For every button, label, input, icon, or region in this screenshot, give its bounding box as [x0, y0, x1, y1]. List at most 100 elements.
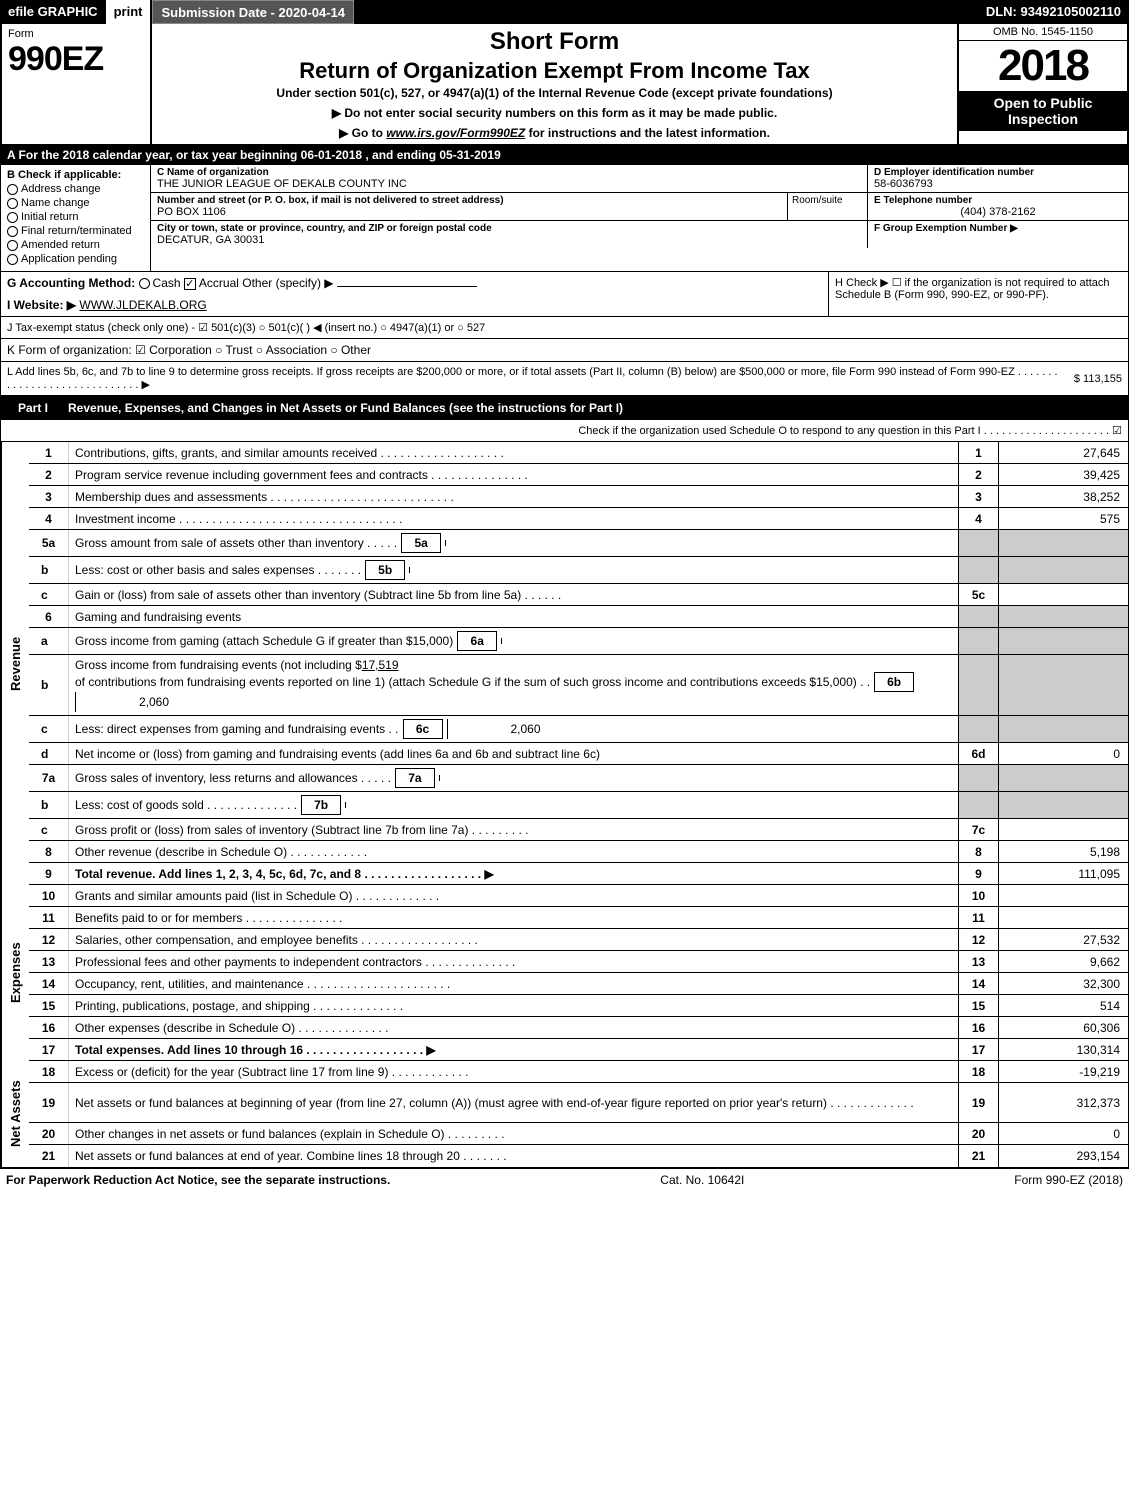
box-c-city: City or town, state or province, country…	[151, 221, 868, 248]
row-j: J Tax-exempt status (check only one) - ☑…	[0, 317, 1129, 339]
box-b-title: B Check if applicable:	[7, 169, 144, 181]
header-center: Short Form Return of Organization Exempt…	[152, 24, 957, 144]
line-5c-val	[998, 584, 1128, 605]
line-4-val: 575	[998, 508, 1128, 529]
line-7b-desc: Less: cost of goods sold . . . . . . . .…	[69, 792, 958, 818]
box-d-ein: D Employer identification number 58-6036…	[868, 165, 1128, 192]
chk-accrual[interactable]	[184, 278, 196, 290]
line-7c-desc: Gross profit or (loss) from sales of inv…	[69, 819, 958, 840]
line-7c-val	[998, 819, 1128, 840]
dln-label: DLN: 93492105002110	[978, 0, 1129, 24]
open-public-badge: Open to Public Inspection	[959, 91, 1127, 131]
notice-1: ▶ Do not enter social security numbers o…	[160, 106, 949, 120]
chk-application-pending[interactable]: Application pending	[7, 253, 144, 265]
box-e-tel: E Telephone number (404) 378-2162	[868, 193, 1128, 220]
form-label: Form	[8, 28, 144, 40]
chk-initial-return[interactable]: Initial return	[7, 211, 144, 223]
line-3-desc: Membership dues and assessments . . . . …	[69, 486, 958, 507]
city-value: DECATUR, GA 30031	[157, 234, 861, 246]
part-1-header: Part I Revenue, Expenses, and Changes in…	[0, 396, 1129, 420]
line-19-desc: Net assets or fund balances at beginning…	[69, 1083, 958, 1122]
line-16-val: 60,306	[998, 1017, 1128, 1038]
chk-name-change[interactable]: Name change	[7, 197, 144, 209]
notice-2: ▶ Go to www.irs.gov/Form990EZ for instru…	[160, 126, 949, 140]
line-15-val: 514	[998, 995, 1128, 1016]
topbar-spacer	[354, 0, 978, 24]
part-1-check: Check if the organization used Schedule …	[0, 420, 1129, 442]
page-footer: For Paperwork Reduction Act Notice, see …	[0, 1168, 1129, 1191]
line-17-val: 130,314	[998, 1039, 1128, 1060]
website-link[interactable]: WWW.JLDEKALB.ORG	[79, 298, 206, 312]
top-bar: efile GRAPHIC print Submission Date - 20…	[0, 0, 1129, 24]
org-name: THE JUNIOR LEAGUE OF DEKALB COUNTY INC	[157, 178, 861, 190]
chk-final-return[interactable]: Final return/terminated	[7, 225, 144, 237]
ein-value: 58-6036793	[874, 178, 1122, 190]
line-6-desc: Gaming and fundraising events	[69, 606, 958, 627]
line-5b-desc: Less: cost or other basis and sales expe…	[69, 557, 958, 583]
section-a-tax-year: A For the 2018 calendar year, or tax yea…	[0, 146, 1129, 165]
line-8-val: 5,198	[998, 841, 1128, 862]
line-14-val: 32,300	[998, 973, 1128, 994]
part-1-label: Part I	[8, 399, 58, 417]
line-15-desc: Printing, publications, postage, and shi…	[69, 995, 958, 1016]
line-13-val: 9,662	[998, 951, 1128, 972]
submission-date: Submission Date - 2020-04-14	[152, 0, 354, 24]
box-c-street: Number and street (or P. O. box, if mail…	[151, 193, 788, 220]
c-name-label: C Name of organization	[157, 167, 861, 178]
c-city-label: City or town, state or province, country…	[157, 223, 861, 234]
line-6c-desc: Less: direct expenses from gaming and fu…	[69, 716, 958, 742]
line-2-val: 39,425	[998, 464, 1128, 485]
row-h: H Check ▶ ☐ if the organization is not r…	[828, 272, 1128, 316]
line-18-desc: Excess or (deficit) for the year (Subtra…	[69, 1061, 958, 1082]
f-group-label: F Group Exemption Number ▶	[874, 223, 1122, 234]
line-20-desc: Other changes in net assets or fund bala…	[69, 1123, 958, 1144]
line-10-desc: Grants and similar amounts paid (list in…	[69, 885, 958, 906]
line-9-val: 111,095	[998, 863, 1128, 884]
side-net-assets: Net Assets	[1, 1061, 29, 1167]
room-suite: Room/suite	[788, 193, 868, 220]
line-2-desc: Program service revenue including govern…	[69, 464, 958, 485]
revenue-group: Revenue 1Contributions, gifts, grants, a…	[1, 442, 1128, 885]
line-10-val	[998, 885, 1128, 906]
row-g-h: G Accounting Method: Cash Accrual Other …	[0, 272, 1129, 317]
footer-right: Form 990-EZ (2018)	[1014, 1173, 1123, 1187]
line-6a-desc: Gross income from gaming (attach Schedul…	[69, 628, 958, 654]
d-ein-label: D Employer identification number	[874, 167, 1122, 178]
col-g-i: G Accounting Method: Cash Accrual Other …	[1, 272, 828, 316]
box-f-group: F Group Exemption Number ▶	[868, 221, 1128, 248]
e-tel-label: E Telephone number	[874, 195, 1122, 206]
line-21-val: 293,154	[998, 1145, 1128, 1167]
return-title: Return of Organization Exempt From Incom…	[160, 58, 949, 84]
expenses-group: Expenses 10Grants and similar amounts pa…	[1, 885, 1128, 1061]
footer-center: Cat. No. 10642I	[660, 1173, 744, 1187]
side-revenue: Revenue	[1, 442, 29, 885]
line-13-desc: Professional fees and other payments to …	[69, 951, 958, 972]
efile-label: efile GRAPHIC	[0, 0, 106, 24]
line-21-desc: Net assets or fund balances at end of ye…	[69, 1145, 958, 1167]
tax-year: 2018	[959, 41, 1127, 91]
print-button[interactable]: print	[106, 0, 153, 24]
radio-cash[interactable]	[139, 278, 150, 289]
irs-link[interactable]: www.irs.gov/Form990EZ	[386, 126, 525, 140]
line-9-desc: Total revenue. Add lines 1, 2, 3, 4, 5c,…	[69, 863, 958, 884]
line-5a-desc: Gross amount from sale of assets other t…	[69, 530, 958, 556]
row-i: I Website: ▶ WWW.JLDEKALB.ORG	[7, 298, 822, 312]
line-17-desc: Total expenses. Add lines 10 through 16 …	[69, 1039, 958, 1060]
row-g: G Accounting Method: Cash Accrual Other …	[7, 276, 822, 290]
footer-left: For Paperwork Reduction Act Notice, see …	[6, 1173, 390, 1187]
form-header: Form 990EZ Short Form Return of Organiza…	[0, 24, 1129, 146]
box-b: B Check if applicable: Address change Na…	[1, 165, 151, 271]
part-1-heading: Revenue, Expenses, and Changes in Net As…	[68, 401, 623, 415]
tel-value: (404) 378-2162	[874, 206, 1122, 218]
line-1-desc: Contributions, gifts, grants, and simila…	[69, 442, 958, 463]
chk-address-change[interactable]: Address change	[7, 183, 144, 195]
row-l: L Add lines 5b, 6c, and 7b to line 9 to …	[0, 362, 1129, 396]
line-14-desc: Occupancy, rent, utilities, and maintena…	[69, 973, 958, 994]
form-number: 990EZ	[8, 40, 144, 79]
net-assets-group: Net Assets 18Excess or (deficit) for the…	[1, 1061, 1128, 1167]
line-11-desc: Benefits paid to or for members . . . . …	[69, 907, 958, 928]
line-19-val: 312,373	[998, 1083, 1128, 1122]
line-6d-desc: Net income or (loss) from gaming and fun…	[69, 743, 958, 764]
chk-amended-return[interactable]: Amended return	[7, 239, 144, 251]
other-specify-line[interactable]	[337, 286, 477, 287]
